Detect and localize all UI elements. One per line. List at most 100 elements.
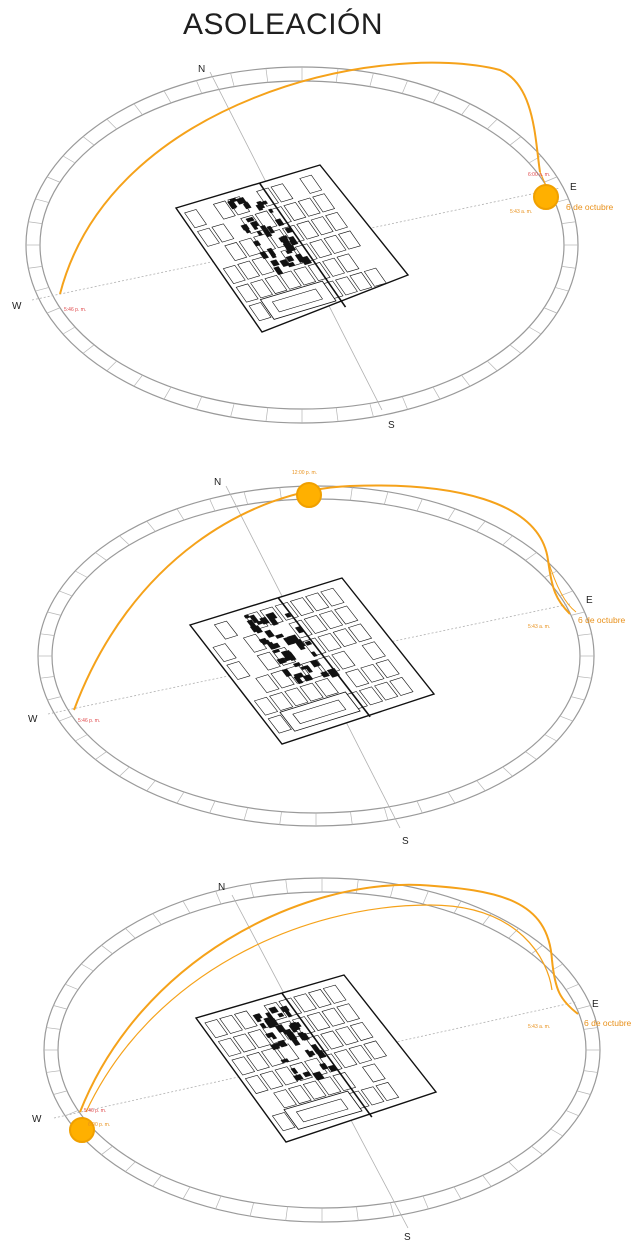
orbit-tick — [561, 221, 576, 224]
orbit-tick — [28, 221, 43, 224]
orbit-tick — [432, 90, 441, 104]
city-block — [231, 1056, 256, 1076]
orbit-tick — [152, 913, 162, 925]
city-block — [252, 625, 264, 634]
sun-path-diagram-2: N E S W 12:00 p. m. 5:43 a. m. 5:46 p. m… — [28, 470, 626, 847]
orbit-tick — [416, 498, 423, 512]
orbit-tick — [356, 879, 359, 894]
sun-path-diagram-3: N E S W 6:00 p. m. 5:43 a. m. 5:46 p. m.… — [32, 877, 632, 1243]
orbit-tick — [453, 1186, 462, 1200]
orbit-tick — [383, 807, 389, 821]
city-block — [292, 1021, 302, 1029]
city-block — [363, 267, 387, 287]
orbit-tick — [565, 1110, 579, 1117]
city-block — [274, 218, 285, 227]
orbit-ticks — [44, 878, 600, 1222]
orbit-tick — [502, 535, 513, 546]
orbit-ticks — [38, 486, 594, 826]
orbit-tick — [53, 1090, 68, 1095]
city-block — [331, 650, 356, 670]
orbit-tick — [369, 72, 374, 87]
orbit-tick — [447, 791, 456, 804]
city-block — [289, 597, 315, 616]
city-block — [375, 1082, 400, 1102]
city-block — [304, 1049, 314, 1058]
compass-south: S — [404, 1232, 411, 1243]
city-block — [274, 1024, 287, 1033]
city-block — [269, 1018, 279, 1026]
axis-east-west — [53, 1001, 577, 1119]
orbit-tick — [508, 928, 519, 939]
city-block — [184, 209, 207, 229]
city-block — [320, 670, 331, 678]
sun-path-arc — [73, 484, 571, 711]
city-block — [389, 677, 414, 696]
compass-west: W — [12, 301, 22, 312]
city-block — [299, 682, 324, 702]
sun-path-arc-inner — [85, 904, 553, 1113]
city-block — [336, 253, 360, 273]
orbit-tick — [528, 326, 542, 335]
orbit-tick — [75, 734, 88, 742]
orbit-tick — [119, 766, 130, 777]
orbit-tick — [422, 1195, 429, 1210]
city-block — [212, 643, 237, 663]
city-block — [246, 1052, 270, 1072]
orbit-tick — [75, 570, 88, 578]
sunrise-time-label: 5:43 a. m. — [528, 1024, 550, 1030]
orbit-tick — [47, 696, 62, 701]
orbit-tick — [182, 1186, 191, 1200]
city-block — [259, 251, 270, 260]
city-block — [285, 1031, 298, 1041]
city-block — [374, 681, 399, 701]
city-block — [363, 1040, 387, 1060]
city-block — [277, 1039, 288, 1048]
city-block — [335, 1026, 359, 1046]
city-block — [254, 210, 278, 230]
axis-east-west — [47, 603, 571, 715]
city-block — [317, 1076, 342, 1096]
city-block — [320, 1030, 344, 1050]
city-block — [347, 623, 373, 643]
city-block — [314, 678, 339, 697]
orbit-tick — [215, 890, 222, 905]
city-block — [284, 687, 309, 707]
city-block — [260, 224, 268, 231]
compass-east: E — [586, 595, 593, 606]
city-block — [247, 1029, 272, 1049]
city-block — [348, 1044, 373, 1064]
orbit-tick — [209, 800, 216, 814]
orbit-tick — [265, 407, 269, 422]
orbit-tick — [561, 266, 576, 269]
city-block-map — [174, 164, 410, 333]
city-block — [242, 226, 252, 234]
orbit-tick — [416, 800, 423, 814]
city-block — [288, 1084, 312, 1104]
city-block — [242, 633, 268, 653]
city-block — [294, 253, 306, 263]
compass-north: N — [198, 64, 205, 75]
city-block — [309, 659, 321, 668]
city-block — [256, 620, 266, 626]
city-block — [252, 240, 262, 247]
city-block — [273, 266, 284, 275]
city-block — [250, 279, 273, 299]
city-block — [292, 1073, 304, 1082]
city-block — [280, 235, 289, 240]
city-block — [273, 1089, 297, 1109]
city-block — [270, 669, 295, 689]
compass-south: S — [388, 420, 395, 431]
orbit-tick — [125, 1161, 136, 1172]
orbit-tick — [106, 118, 117, 130]
city-block — [232, 1033, 257, 1053]
orbit-tick — [285, 879, 288, 894]
city-block — [293, 993, 317, 1013]
city-block — [283, 1009, 293, 1018]
orbit-tick — [525, 751, 537, 760]
orbit-tick — [531, 945, 543, 955]
city-block — [358, 686, 384, 706]
orbit-tick — [350, 811, 353, 825]
city-block — [284, 612, 292, 618]
city-block — [315, 1049, 327, 1059]
city-block — [296, 220, 320, 240]
